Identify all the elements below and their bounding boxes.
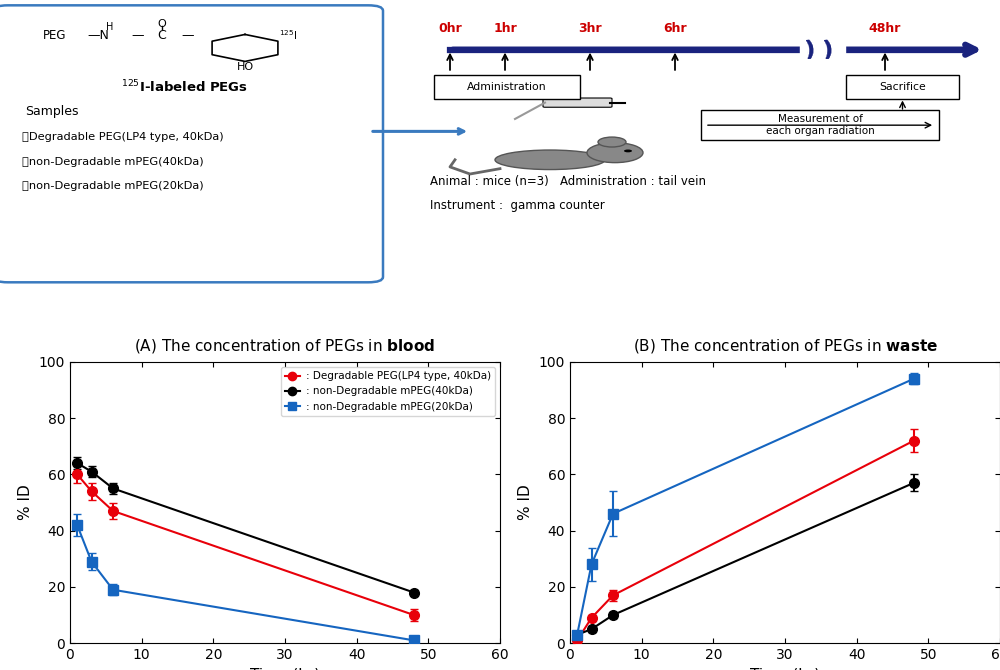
Circle shape [624, 149, 632, 152]
Circle shape [598, 137, 626, 147]
Text: ): ) [804, 40, 816, 60]
FancyBboxPatch shape [701, 111, 939, 140]
Text: Animal : mice (n=3)   Administration : tail vein: Animal : mice (n=3) Administration : tai… [430, 175, 706, 188]
Y-axis label: % ID: % ID [18, 484, 33, 521]
FancyBboxPatch shape [0, 5, 383, 282]
Text: ): ) [822, 40, 834, 60]
Text: $^{125}$I: $^{125}$I [279, 29, 297, 42]
Text: ・non-Degradable mPEG(20kDa): ・non-Degradable mPEG(20kDa) [22, 182, 204, 192]
Text: Samples: Samples [25, 105, 78, 119]
Text: H: H [106, 21, 114, 31]
X-axis label: Time (hr): Time (hr) [250, 667, 320, 670]
Text: Instrument :  gamma counter: Instrument : gamma counter [430, 200, 605, 212]
Text: Measurement of
each organ radiation: Measurement of each organ radiation [766, 115, 874, 136]
FancyBboxPatch shape [846, 75, 959, 99]
Text: PEG: PEG [43, 29, 67, 42]
Ellipse shape [495, 150, 605, 170]
Text: 3hr: 3hr [578, 22, 602, 35]
Text: $^{125}$I-labeled PEGs: $^{125}$I-labeled PEGs [121, 78, 249, 95]
Text: 48hr: 48hr [869, 22, 901, 35]
FancyBboxPatch shape [543, 98, 612, 107]
FancyBboxPatch shape [434, 75, 580, 99]
Text: Administration: Administration [467, 82, 547, 92]
Text: —: — [182, 29, 194, 42]
Text: —N: —N [87, 29, 109, 42]
Text: C: C [158, 29, 166, 42]
Text: ・Degradable PEG(LP4 type, 40kDa): ・Degradable PEG(LP4 type, 40kDa) [22, 132, 224, 142]
Title: (B) The concentration of PEGs in $\bf{waste}$: (B) The concentration of PEGs in $\bf{wa… [633, 337, 937, 355]
Title: (A) The concentration of PEGs in $\bf{blood}$: (A) The concentration of PEGs in $\bf{bl… [134, 337, 436, 355]
Text: HO: HO [236, 62, 254, 72]
Circle shape [587, 143, 643, 163]
Text: —: — [132, 29, 144, 42]
Text: 6hr: 6hr [663, 22, 687, 35]
X-axis label: Time (hr): Time (hr) [750, 667, 820, 670]
Text: O: O [158, 19, 166, 29]
Legend: : Degradable PEG(LP4 type, 40kDa), : non-Degradable mPEG(40kDa), : non-Degradabl: : Degradable PEG(LP4 type, 40kDa), : non… [281, 367, 495, 416]
Text: Sacrifice: Sacrifice [879, 82, 926, 92]
Text: 0hr: 0hr [438, 22, 462, 35]
Y-axis label: % ID: % ID [518, 484, 533, 521]
Text: ): ) [822, 40, 834, 60]
Text: ・non-Degradable mPEG(40kDa): ・non-Degradable mPEG(40kDa) [22, 157, 204, 167]
Text: 1hr: 1hr [493, 22, 517, 35]
Text: ): ) [804, 40, 816, 60]
